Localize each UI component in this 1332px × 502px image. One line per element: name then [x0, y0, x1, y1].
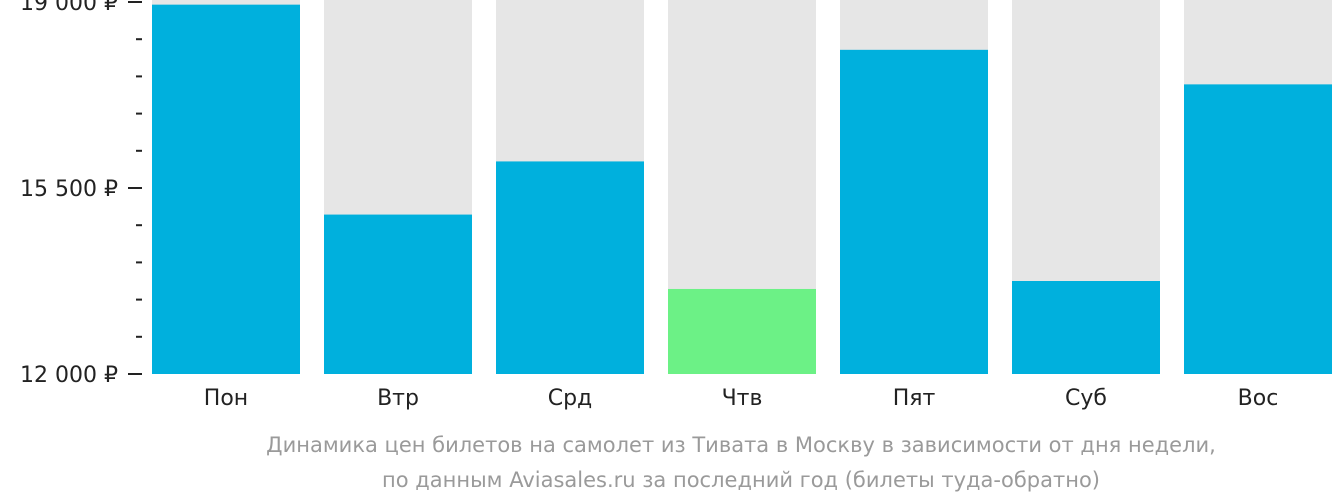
- bar: [152, 4, 300, 375]
- y-tick-label: 12 000 ₽: [20, 363, 118, 388]
- x-tick-label: Срд: [548, 386, 593, 411]
- y-tick-label: 19 000 ₽: [20, 0, 118, 16]
- price-by-weekday-chart: 19 000 ₽ 15 500 ₽ 12 000 ₽ Пон Втр Срд Чтв Пят…: [20, 0, 1332, 411]
- bar: [496, 161, 644, 374]
- x-tick-label: Чтв: [722, 386, 763, 411]
- x-tick-label: Втр: [377, 386, 419, 411]
- x-tick-label: Суб: [1065, 386, 1107, 411]
- chart-caption-line-2: по данным Aviasales.ru за последний год …: [382, 468, 1100, 492]
- x-tick-label: Вос: [1238, 386, 1279, 411]
- y-tick-label: 15 500 ₽: [20, 177, 118, 202]
- chart-caption-line-1: Динамика цен билетов на самолет из Тиват…: [266, 433, 1216, 457]
- bar: [840, 49, 988, 374]
- bar: [324, 214, 472, 374]
- bar: [1012, 281, 1160, 374]
- bar: [1184, 84, 1332, 374]
- x-tick-label: Пят: [893, 386, 936, 411]
- bar: [668, 288, 816, 374]
- x-tick-label: Пон: [204, 386, 248, 411]
